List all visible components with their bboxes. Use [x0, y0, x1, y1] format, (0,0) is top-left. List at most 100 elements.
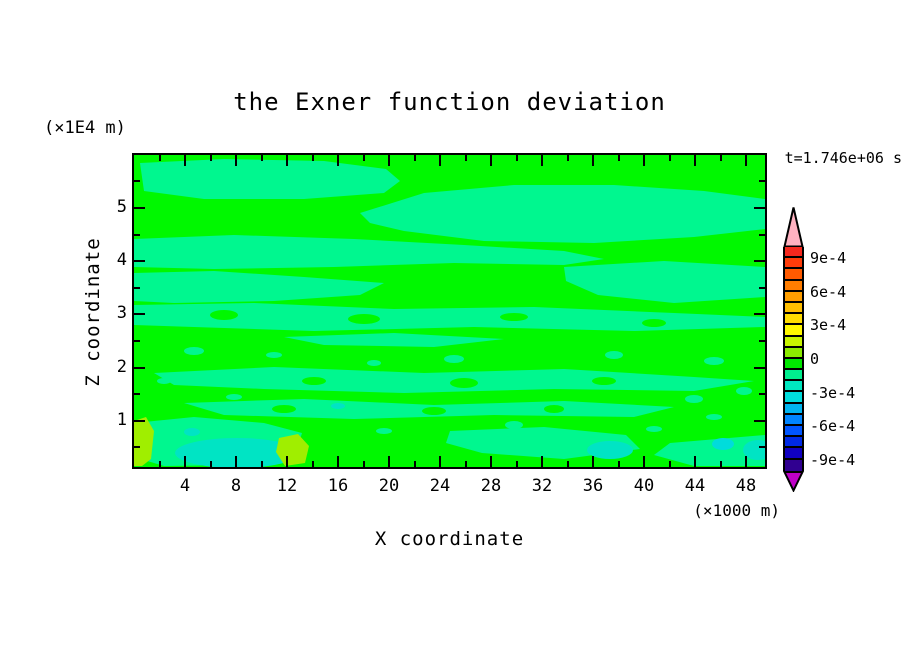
contour-region: [500, 313, 528, 321]
contour-region: [605, 351, 623, 359]
colorbar-segment: [785, 336, 802, 348]
axis-tick: [337, 155, 339, 166]
contour-region: [157, 378, 171, 384]
colorbar-segment: [785, 370, 802, 382]
axis-tick: [260, 461, 263, 467]
axis-tick: [515, 155, 518, 161]
colorbar-upper-arrow: [783, 207, 804, 248]
contour-region: [736, 387, 752, 395]
axis-tick: [184, 456, 186, 467]
colorbar-segment: [785, 426, 802, 438]
axis-tick: [668, 155, 671, 161]
colorbar-segment: [785, 347, 802, 359]
axis-tick: [754, 366, 765, 369]
axis-tick: [759, 446, 765, 449]
y-axis-unit-label: (×1E4 m): [44, 118, 126, 138]
axis-tick: [719, 155, 722, 161]
colorbar-level-label: 6e-4: [810, 282, 847, 301]
colorbar-segment: [785, 269, 802, 281]
y-axis-title: Z coordinate: [82, 237, 104, 387]
axis-tick: [209, 461, 212, 467]
contour-region: [450, 378, 478, 388]
axis-tick: [311, 461, 314, 467]
y-tick-label: 3: [116, 303, 127, 324]
axis-tick: [464, 461, 467, 467]
axis-tick: [235, 456, 237, 467]
contour-region: [367, 360, 381, 366]
axis-tick: [362, 155, 365, 161]
colorbar-level-label: -3e-4: [810, 383, 856, 402]
axis-tick: [134, 446, 140, 449]
x-tick-label: 36: [582, 476, 604, 496]
axis-tick: [464, 155, 467, 161]
contour-region: [272, 405, 296, 413]
axis-tick: [158, 155, 161, 161]
contour-region: [134, 235, 604, 269]
axis-tick: [134, 393, 140, 396]
colorbar-segment: [785, 437, 802, 449]
axis-tick: [694, 456, 696, 467]
axis-tick: [759, 233, 765, 236]
axis-tick: [413, 155, 416, 161]
axis-tick: [260, 155, 263, 161]
contour-region: [134, 303, 765, 331]
axis-tick: [388, 155, 390, 166]
contour-region: [685, 395, 703, 403]
axis-tick: [541, 155, 543, 166]
axis-tick: [134, 180, 140, 183]
contour-region: [140, 159, 400, 199]
colorbar-segment: [785, 381, 802, 393]
axis-tick: [286, 155, 288, 166]
x-tick-label: 12: [276, 476, 298, 496]
contour-region: [331, 403, 345, 409]
axis-tick: [566, 155, 569, 161]
axis-tick: [754, 207, 765, 209]
contour-region: [134, 271, 384, 303]
x-tick-label: 4: [179, 476, 191, 496]
axis-tick: [668, 461, 671, 467]
colorbar-segment: [785, 448, 802, 460]
colorbar-segment: [785, 403, 802, 415]
colorbar-lower-arrow: [783, 471, 804, 492]
contour-region: [592, 377, 616, 385]
axis-tick: [134, 419, 145, 422]
colorbar-level-label: -6e-4: [810, 417, 856, 436]
axis-tick: [388, 456, 390, 467]
colorbar-segment: [785, 258, 802, 270]
axis-tick: [754, 419, 765, 422]
axis-tick: [643, 456, 645, 467]
axis-tick: [134, 286, 140, 289]
x-tick-label: 40: [633, 476, 655, 496]
axis-tick: [490, 155, 492, 166]
contour-region: [654, 435, 765, 466]
axis-tick: [134, 260, 145, 263]
y-tick-label: 4: [116, 250, 127, 271]
colorbar-level-label: 9e-4: [810, 249, 847, 268]
contour-region: [284, 333, 504, 347]
axis-tick: [754, 313, 765, 316]
axis-tick: [311, 155, 314, 161]
contour-region: [444, 355, 464, 363]
y-tick-label: 2: [116, 356, 127, 377]
contour-region: [210, 310, 238, 320]
x-tick-label: 48: [735, 476, 757, 496]
axis-tick: [235, 155, 237, 166]
contour-region: [348, 314, 380, 324]
colorbar-segment: [785, 392, 802, 404]
contour-region: [704, 357, 724, 365]
colorbar-segment: [785, 325, 802, 337]
axis-tick: [209, 155, 212, 161]
x-tick-label: 20: [378, 476, 400, 496]
x-axis-unit-label: (×1000 m): [693, 501, 780, 520]
axis-tick: [515, 461, 518, 467]
contour-region: [184, 428, 200, 436]
timestamp-label: t=1.746e+06 s: [784, 149, 902, 167]
axis-tick: [541, 456, 543, 467]
contour-region: [642, 319, 666, 327]
contour-region: [422, 407, 446, 415]
contour-field: [134, 155, 765, 467]
axis-tick: [134, 233, 140, 236]
contour-region: [266, 352, 282, 358]
colorbar-segment: [785, 291, 802, 303]
axis-tick: [745, 456, 747, 467]
